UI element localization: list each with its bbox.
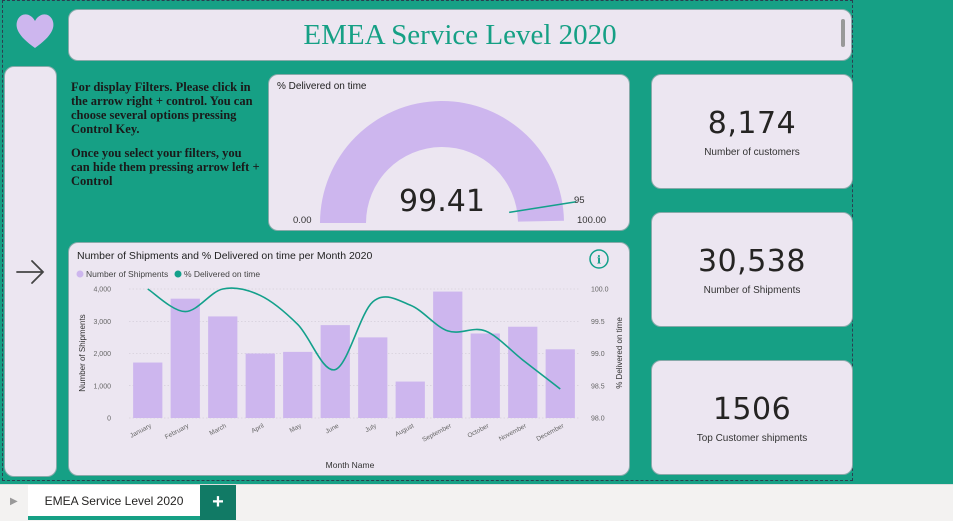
combo-chart: Number of Shipments and % Delivered on t… [76,249,624,470]
add-page-button[interactable]: + [200,485,236,520]
legend-bar-label: Number of Shipments [86,269,168,279]
gauge-target-label: 95 [574,195,585,206]
gauge-title: % Delivered on time [277,81,367,92]
y2-tick-label: 100.0 [591,287,609,294]
combo-chart-visual[interactable]: Number of Shipments and % Delivered on t… [68,242,630,476]
instructions-para-2: Once you select your filters, you can hi… [71,146,260,188]
shipments-bar[interactable] [208,316,238,418]
delivered-on-time-line[interactable] [147,287,561,390]
shipments-bar[interactable] [245,353,275,419]
shipments-bar[interactable] [470,333,500,418]
kpi-card-shipments[interactable]: 30,538 Number of Shipments [651,212,853,327]
x-tick-label: August [394,423,415,439]
shipments-bar[interactable] [508,326,538,418]
report-canvas: EMEA Service Level 2020 For display Filt… [0,0,953,484]
kpi-card-top-customer[interactable]: 1506 Top Customer shipments [651,360,853,475]
shipments-bar[interactable] [170,298,200,418]
heart-icon[interactable] [14,10,56,52]
info-icon[interactable]: i [589,249,609,269]
shipments-bar[interactable] [133,362,163,418]
x-tick-label: January [129,422,153,439]
y-tick-label: 1,000 [93,383,111,390]
y2-tick-label: 99.5 [591,319,605,326]
x-tick-label: April [250,422,265,435]
x-tick-label: November [498,422,528,443]
x-tick-label: February [164,422,191,441]
title-scrollbar[interactable] [841,19,845,47]
y-tick-label: 3,000 [93,319,111,326]
x-tick-label: May [289,422,304,434]
arrow-right-icon [15,259,44,284]
gauge-target-line [509,200,577,214]
shipments-bar[interactable] [433,291,463,418]
shipments-bar[interactable] [358,337,388,418]
kpi-label: Number of customers [704,146,800,158]
shipments-bar[interactable] [395,381,425,418]
shipments-bar[interactable] [283,351,313,418]
kpi-value: 8,174 [707,105,797,141]
filter-toggle-button[interactable] [4,66,57,477]
tab-scroll-button[interactable]: ▶ [10,495,18,507]
kpi-label: Top Customer shipments [696,432,808,444]
x-tick-label: October [466,422,490,439]
filter-instructions: For display Filters. Please click in the… [71,80,261,198]
y2-axis-title: % Delivered on time [615,317,624,389]
gauge-chart: 99.41 0.00 100.00 95 [293,101,606,226]
y-tick-label: 0 [107,416,111,423]
chart-legend: Number of Shipments % Delivered on time [76,269,260,279]
x-tick-label: July [364,422,378,434]
legend-line-label: % Delivered on time [184,269,260,279]
x-tick-label: March [208,422,228,437]
page-tab-bar: ▶ EMEA Service Level 2020 + [0,484,953,521]
y-tick-label: 2,000 [93,351,111,358]
y2-tick-label: 99.0 [591,351,605,358]
x-tick-label: June [324,422,340,435]
y-axis-title: Number of Shipments [78,314,87,391]
gauge-value: 99.41 [399,184,485,219]
chart-title: Number of Shipments and % Delivered on t… [77,250,372,262]
y-tick-label: 4,000 [93,287,111,294]
title-card: EMEA Service Level 2020 [68,9,852,61]
kpi-label: Number of Shipments [703,284,801,296]
gauge-max: 100.00 [577,215,606,226]
gauge-visual[interactable]: % Delivered on time 99.41 0.00 100.00 95 [268,74,630,231]
page-title: EMEA Service Level 2020 [303,18,617,51]
kpi-value: 30,538 [698,243,806,279]
shipments-bar[interactable] [545,349,575,418]
gauge-min: 0.00 [293,215,312,226]
x-tick-label: September [421,422,453,443]
kpi-card-customers[interactable]: 8,174 Number of customers [651,74,853,189]
shipments-bar[interactable] [320,325,350,418]
x-tick-label: December [535,422,565,443]
instructions-para-1: For display Filters. Please click in the… [71,80,253,136]
y2-tick-label: 98.0 [591,416,605,423]
x-axis-title: Month Name [326,460,375,470]
svg-text:i: i [597,254,601,267]
tab-emea-service-level[interactable]: EMEA Service Level 2020 [28,485,200,520]
y2-tick-label: 98.5 [591,383,605,390]
kpi-value: 1506 [712,391,792,427]
gauge-arc [320,101,564,223]
